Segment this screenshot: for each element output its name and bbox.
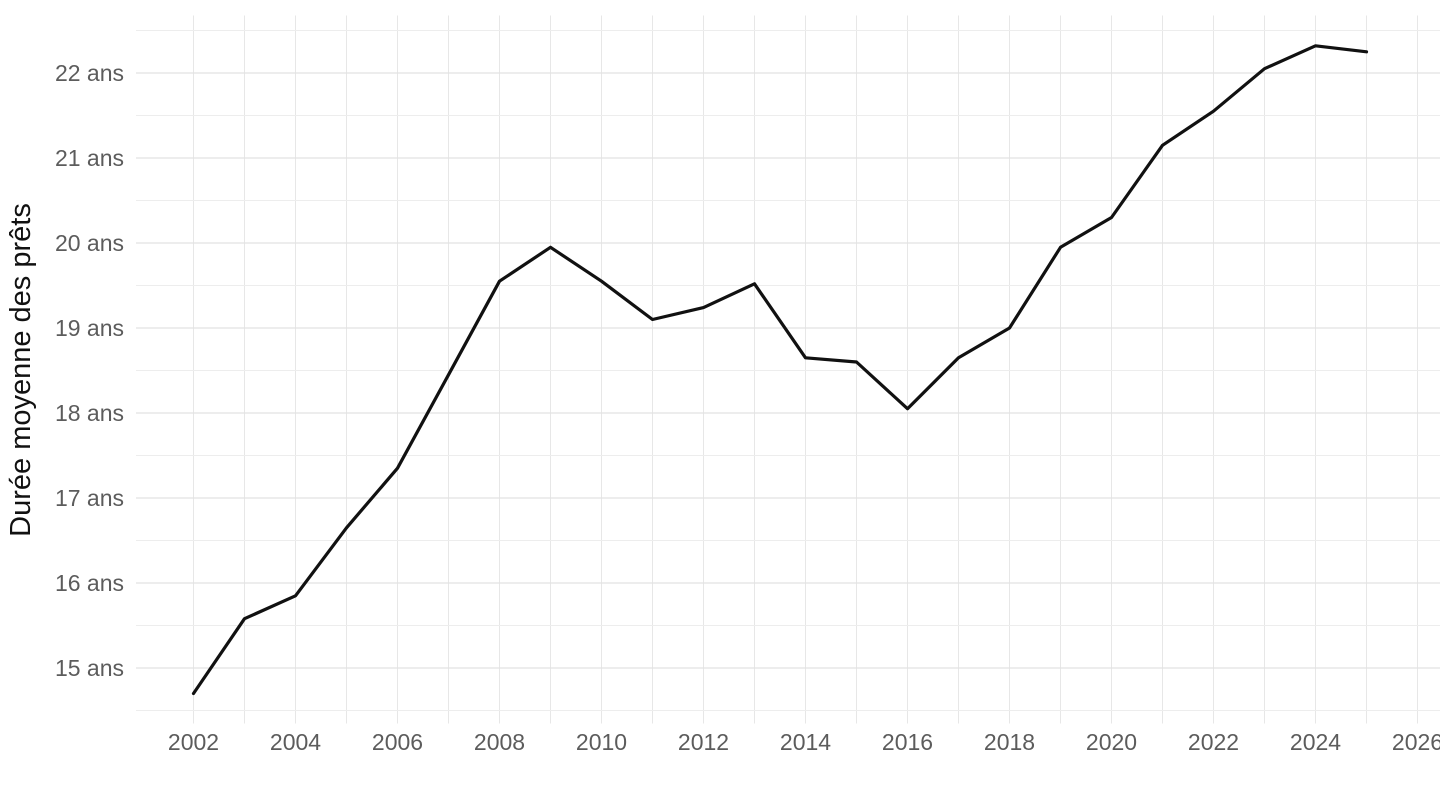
svg-text:17 ans: 17 ans (55, 485, 124, 511)
svg-text:2020: 2020 (1086, 729, 1137, 755)
svg-text:Durée moyenne des prêts: Durée moyenne des prêts (5, 203, 37, 537)
svg-text:2002: 2002 (168, 729, 219, 755)
svg-text:2004: 2004 (270, 729, 321, 755)
svg-text:20 ans: 20 ans (55, 230, 124, 256)
svg-text:2022: 2022 (1188, 729, 1239, 755)
svg-text:22 ans: 22 ans (55, 60, 124, 86)
svg-text:15 ans: 15 ans (55, 655, 124, 681)
svg-text:2014: 2014 (780, 729, 831, 755)
svg-text:2008: 2008 (474, 729, 525, 755)
svg-text:16 ans: 16 ans (55, 570, 124, 596)
svg-text:19 ans: 19 ans (55, 315, 124, 341)
svg-text:2016: 2016 (882, 729, 933, 755)
svg-text:18 ans: 18 ans (55, 400, 124, 426)
svg-text:2024: 2024 (1290, 729, 1341, 755)
svg-text:2006: 2006 (372, 729, 423, 755)
svg-text:2010: 2010 (576, 729, 627, 755)
svg-text:2026: 2026 (1392, 729, 1440, 755)
svg-text:2012: 2012 (678, 729, 729, 755)
svg-text:2018: 2018 (984, 729, 1035, 755)
svg-text:21 ans: 21 ans (55, 145, 124, 171)
